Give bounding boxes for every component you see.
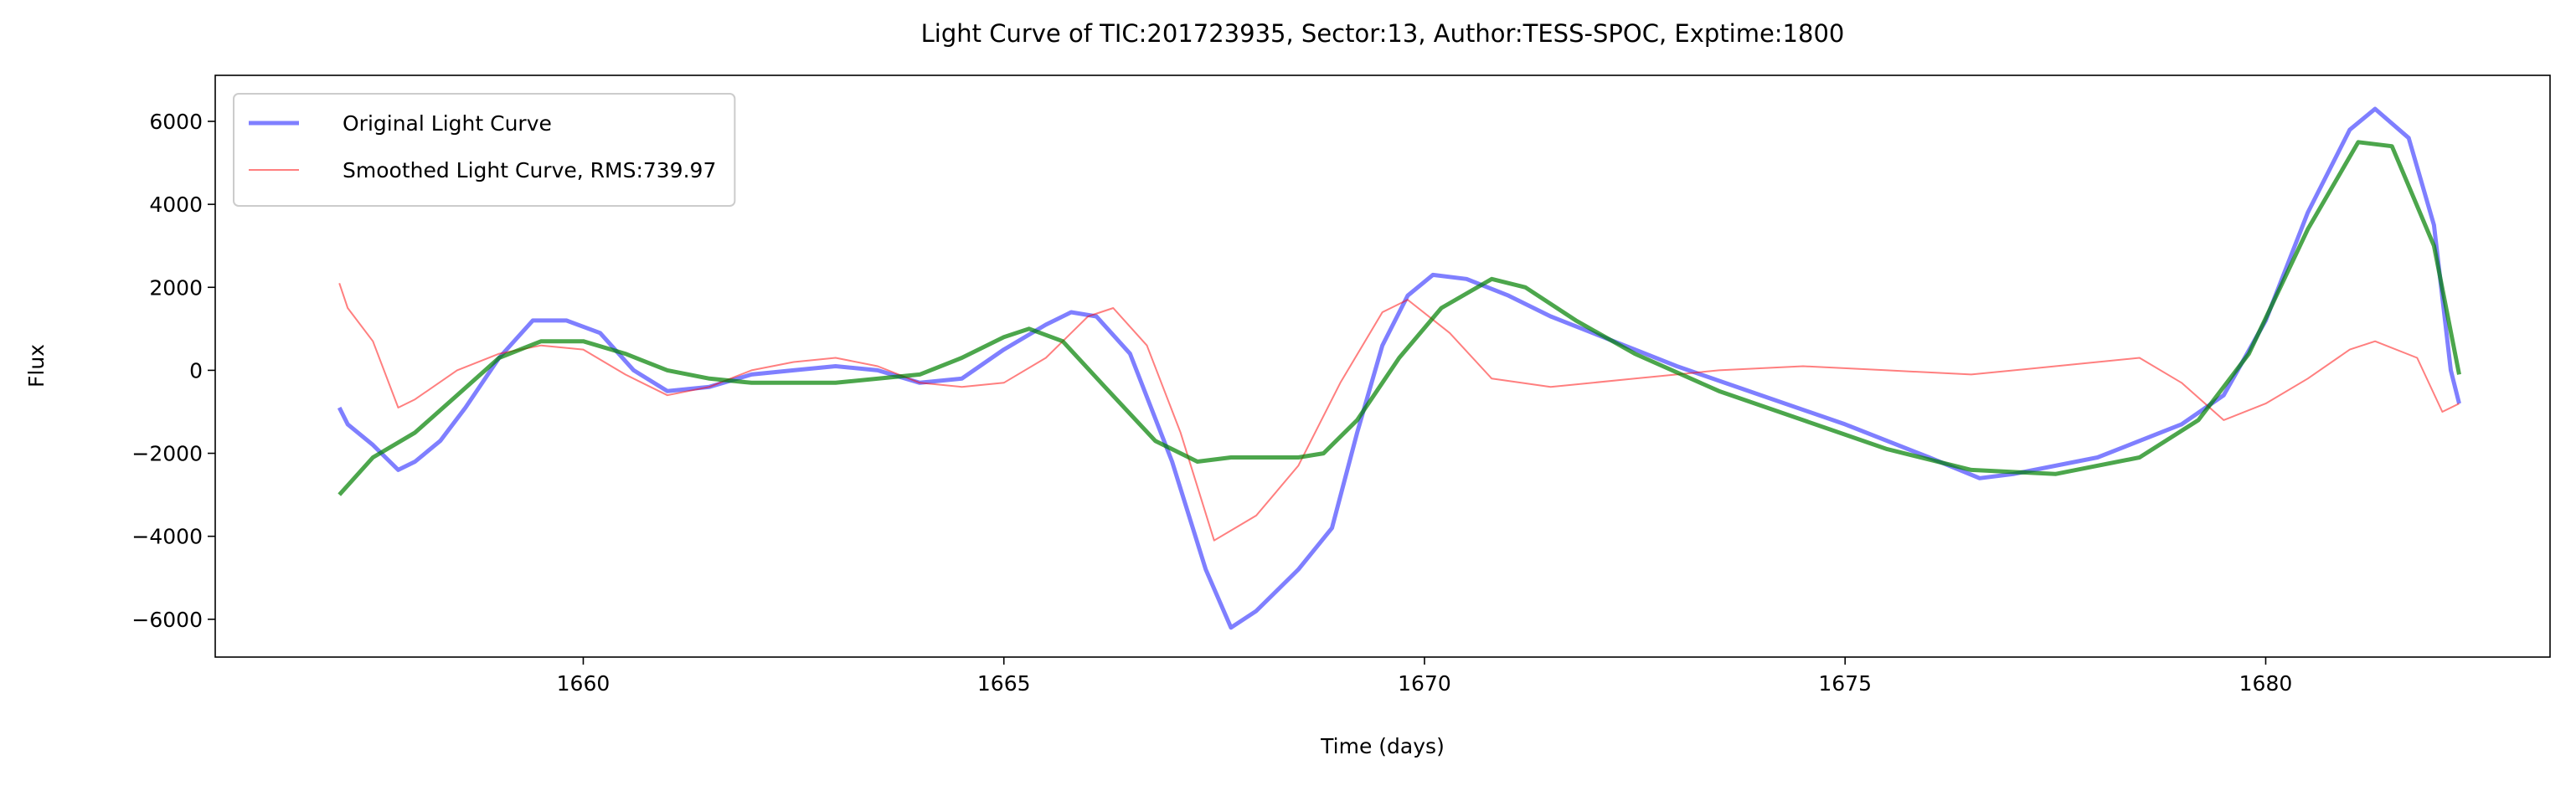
chart-title: Light Curve of TIC:201723935, Sector:13,… (921, 19, 1845, 48)
x-axis-label: Time (days) (1320, 734, 1445, 758)
y-tick-label: 6000 (149, 110, 203, 134)
legend: Original Light Curve Smoothed Light Curve… (233, 93, 736, 207)
data-line (337, 106, 2461, 630)
x-tick-label: 1665 (977, 671, 1031, 696)
y-tick-label: 0 (189, 358, 203, 383)
y-tick-label: 2000 (149, 275, 203, 300)
y-tick-label: −4000 (131, 525, 203, 549)
y-tick-label: −6000 (131, 608, 203, 632)
x-tick-label: 1675 (1818, 671, 1872, 696)
x-tick-label: 1660 (557, 671, 611, 696)
y-axis-label: Flux (24, 344, 49, 388)
plot-frame (214, 74, 2551, 658)
legend-label: Original Light Curve (343, 111, 552, 136)
legend-box (233, 93, 736, 207)
x-tick-label: 1680 (2239, 671, 2293, 696)
y-tick-label: 4000 (149, 193, 203, 217)
y-tick-label: −2000 (131, 442, 203, 466)
data-line (338, 282, 2460, 542)
x-tick-label: 1670 (1398, 671, 1451, 696)
legend-label: Smoothed Light Curve, RMS:739.97 (343, 158, 716, 182)
data-line (337, 140, 2461, 496)
